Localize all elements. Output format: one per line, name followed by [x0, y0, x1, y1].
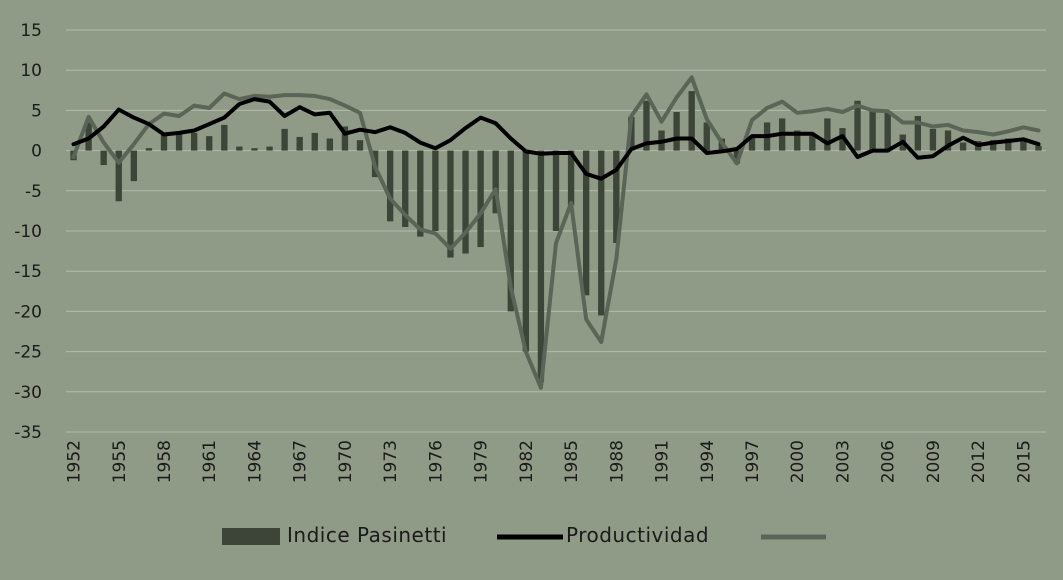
legend-label-productividad: Productividad: [566, 523, 709, 547]
bar: [221, 124, 228, 151]
bar: [492, 150, 499, 214]
y-tick-label: -30: [14, 383, 42, 403]
bar: [703, 122, 710, 151]
bar: [598, 150, 605, 316]
bar: [854, 100, 861, 151]
y-axis-ticks: 15 10 5 0 -5 -10 -15 -20 -25 -30 -35: [14, 21, 42, 443]
y-tick-label: -15: [14, 262, 42, 282]
x-tick-label: 1973: [381, 440, 401, 483]
bar: [160, 134, 168, 151]
bar: [477, 150, 484, 248]
bar: [1005, 138, 1012, 151]
x-tick-label: 1976: [426, 440, 446, 483]
bar: [914, 116, 922, 151]
bar: [115, 150, 122, 202]
bar: [613, 150, 620, 244]
x-tick-label: 1982: [517, 440, 537, 483]
x-tick-label: 1967: [291, 440, 311, 483]
x-tick-label: 1970: [336, 440, 356, 483]
bar: [748, 137, 756, 151]
bar: [462, 150, 469, 254]
bar: [341, 126, 349, 151]
bar: [417, 150, 424, 237]
bar: [794, 130, 801, 151]
bar: [824, 118, 831, 151]
bar: [582, 150, 590, 296]
bar: [944, 130, 952, 151]
bar: [959, 142, 967, 151]
x-tick-label: 1994: [698, 440, 718, 483]
bar: [809, 134, 816, 151]
bar: [281, 128, 288, 151]
x-tick-label: 1988: [607, 440, 627, 483]
bar: [175, 132, 183, 151]
bar: [402, 150, 409, 227]
y-tick-label: 5: [31, 101, 42, 121]
bar: [386, 150, 394, 222]
bar: [311, 132, 318, 151]
bar: [100, 150, 107, 166]
bar: [522, 150, 530, 352]
bar: [643, 100, 650, 151]
x-tick-label: 1979: [472, 440, 492, 483]
bar: [356, 140, 364, 151]
y-tick-label: -35: [14, 423, 42, 443]
x-tick-label: 2006: [879, 440, 899, 483]
x-tick-label: 1985: [562, 440, 582, 483]
x-tick-label: 1997: [743, 440, 763, 483]
bar: [929, 128, 937, 151]
y-tick-label: -25: [14, 343, 42, 363]
x-tick-label: 2009: [924, 440, 944, 483]
bar: [1035, 145, 1042, 151]
y-tick-label: -10: [14, 222, 42, 242]
x-tick-label: 1955: [110, 440, 130, 483]
bar: [688, 91, 695, 151]
bar: [673, 112, 680, 151]
bar-series-indice-pasinetti: [70, 91, 1042, 383]
y-tick-label: -5: [25, 182, 42, 202]
x-tick-label: 1991: [653, 440, 673, 483]
bar: [432, 150, 439, 231]
bar: [733, 150, 741, 164]
bar: [251, 148, 258, 151]
bar: [552, 150, 560, 231]
bar: [326, 138, 334, 151]
x-tick-label: 2015: [1014, 440, 1034, 483]
bar: [507, 150, 514, 312]
legend: Indice Pasinetti Productividad: [222, 523, 826, 547]
y-tick-label: 10: [20, 61, 42, 81]
bar: [447, 150, 454, 258]
x-tick-label: 2000: [788, 440, 808, 483]
y-tick-label: 0: [31, 142, 42, 162]
bar: [884, 112, 891, 151]
bar: [1020, 139, 1027, 151]
bar: [236, 146, 243, 151]
bar: [990, 140, 997, 151]
bar: [206, 136, 213, 151]
bar: [869, 110, 876, 151]
x-tick-label: 1961: [200, 440, 220, 483]
bar: [266, 146, 273, 151]
bar: [145, 148, 153, 151]
legend-swatch-bar: [222, 528, 280, 545]
line-third-series: [71, 75, 1041, 390]
bar: [130, 150, 138, 182]
x-axis-ticks: 1952 1955 1958 1961 1964 1967 1970 1973 1976 1979…: [65, 440, 1035, 483]
x-tick-label: 1964: [245, 440, 265, 483]
line-series: [71, 75, 1041, 390]
legend-label-indice-pasinetti: Indice Pasinetti: [287, 523, 447, 547]
x-tick-label: 1952: [65, 440, 85, 483]
y-tick-label: 15: [20, 21, 42, 41]
x-tick-label: 2012: [969, 440, 989, 483]
bar: [567, 150, 575, 206]
y-tick-label: -20: [14, 302, 42, 322]
bar: [537, 150, 545, 383]
x-tick-label: 1958: [155, 440, 175, 483]
bar: [190, 132, 198, 151]
x-tick-label: 2003: [833, 440, 853, 483]
bar: [296, 136, 303, 151]
line-productividad: [71, 97, 1041, 181]
